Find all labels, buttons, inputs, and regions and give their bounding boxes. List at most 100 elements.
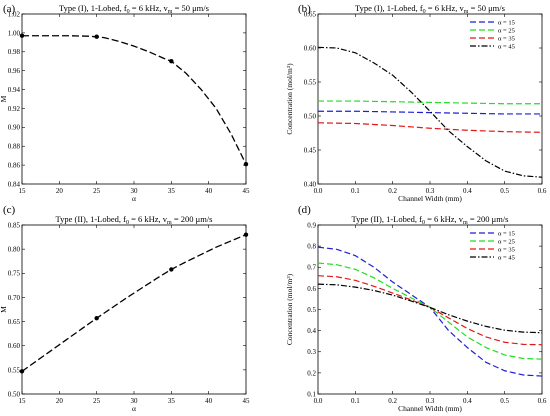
- series-line-25: [317, 262, 543, 360]
- x-axis-label-a: α: [132, 194, 136, 203]
- y-tick-label: 0.5: [307, 306, 316, 314]
- x-tick-label: 30: [131, 397, 139, 405]
- y-tick-label: 0.7: [307, 264, 316, 272]
- series-line-15: [317, 246, 543, 377]
- y-axis-label-c: M: [0, 306, 8, 313]
- data-point: [94, 34, 99, 39]
- panel-c: (c) Type (II), 1-Lobed, f0 = 6 kHz, vm = …: [0, 204, 250, 413]
- x-tick-label: 20: [56, 397, 64, 405]
- x-axis-label-b: Channel Width (mm): [398, 194, 462, 203]
- panel-label-b: (b): [298, 3, 311, 15]
- data-point: [169, 267, 174, 272]
- x-tick-label: 15: [19, 187, 27, 195]
- chart-title-a: Type (I), 1-Lobed, f0 = 6 kHz, vm = 50 μ…: [59, 3, 209, 15]
- y-tick-label: 0.65: [304, 10, 317, 18]
- y-tick-label: 0.75: [8, 270, 21, 278]
- x-tick-label: 25: [93, 397, 101, 405]
- x-tick-label: 0.0: [314, 187, 323, 195]
- legend-label-35: α = 35: [498, 246, 515, 253]
- x-tick-label: 40: [205, 397, 213, 405]
- y-tick-label: 0.8: [307, 243, 316, 251]
- x-tick-label: 0.2: [388, 187, 397, 195]
- chart-title-b: Type (I), 1-Lobed, f0 = 6 kHz, vm = 50 μ…: [355, 3, 505, 15]
- x-tick-label: 45: [243, 397, 251, 405]
- x-tick-label: 15: [19, 397, 27, 405]
- x-tick-label: 0.2: [388, 397, 397, 405]
- legend-label-35: α = 35: [498, 35, 515, 42]
- panel-label-a: (a): [3, 3, 16, 15]
- y-tick-label: 1.02: [8, 10, 21, 18]
- x-tick-label: 0.1: [351, 397, 360, 405]
- x-tick-label: 35: [168, 397, 176, 405]
- x-tick-label: 30: [131, 187, 139, 195]
- y-tick-label: 0.4: [307, 327, 316, 335]
- y-axis-label-a: M: [0, 95, 8, 102]
- x-tick-label: 0.3: [426, 187, 435, 195]
- y-tick-label: 0.92: [8, 105, 21, 113]
- panel-a: (a) Type (I), 1-Lobed, f0 = 6 kHz, vm = 5…: [0, 3, 250, 203]
- y-tick-label: 0.65: [8, 318, 21, 326]
- y-tick-label: 0.96: [8, 67, 21, 75]
- y-axis-label-b: Concentration (mol/m³): [285, 63, 294, 135]
- plot-frame-c: [21, 224, 247, 395]
- y-tick-label: 0.55: [8, 366, 21, 374]
- y-tick-label: 0.1: [307, 390, 316, 398]
- x-tick-label: 40: [205, 187, 213, 195]
- data-point: [19, 33, 25, 38]
- legend-label-15: α = 15: [498, 19, 515, 26]
- y-tick-label: 1.00: [8, 29, 21, 37]
- x-tick-label: 25: [93, 187, 101, 195]
- y-tick-label: 0.84: [8, 180, 21, 188]
- x-tick-label: 45: [243, 187, 251, 195]
- y-tick-label: 0.2: [307, 369, 316, 377]
- x-tick-label: 35: [168, 187, 176, 195]
- series-line-45: [317, 46, 543, 178]
- y-tick-label: 0.98: [8, 48, 21, 56]
- y-tick-label: 0.85: [8, 221, 21, 229]
- y-tick-label: 0.9: [307, 221, 316, 229]
- y-tick-label: 0.3: [307, 348, 316, 356]
- x-axis-label-c: α: [132, 404, 136, 413]
- panel-d: (d) Type (II), 1-Lobed, f0 = 6 kHz, vm = …: [285, 204, 547, 413]
- y-tick-label: 0.88: [8, 143, 21, 151]
- y-tick-label: 0.50: [8, 390, 21, 398]
- y-tick-label: 0.55: [304, 78, 317, 86]
- y-tick-label: 0.86: [8, 162, 21, 170]
- plot-frame-a: [21, 13, 247, 185]
- x-tick-label: 0.6: [538, 397, 547, 405]
- series-line-35: [317, 122, 543, 133]
- data-point: [243, 232, 249, 237]
- panel-label-c: (c): [3, 204, 16, 216]
- series-line-15: [318, 110, 542, 115]
- panel-b: (b) Type (I), 1-Lobed, f0 = 6 kHz, vm = 5…: [285, 3, 547, 203]
- y-tick-label: 0.94: [8, 86, 21, 94]
- y-tick-label: 0.70: [8, 294, 21, 302]
- x-tick-label: 0.5: [500, 397, 509, 405]
- y-tick-label: 0.60: [8, 342, 21, 350]
- x-tick-label: 0.4: [463, 187, 472, 195]
- chart-title-c: Type (II), 1-Lobed, f0 = 6 kHz, vm = 200…: [56, 214, 213, 226]
- x-tick-label: 0.6: [538, 187, 547, 195]
- chart-title-d: Type (II), 1-Lobed, f0 = 6 kHz, vm = 200…: [352, 214, 509, 226]
- legend-label-25: α = 25: [498, 238, 515, 245]
- y-tick-label: 0.50: [304, 112, 317, 120]
- y-tick-label: 0.45: [304, 146, 317, 154]
- legend-label-25: α = 25: [498, 27, 515, 34]
- legend-label-15: α = 15: [498, 230, 515, 237]
- x-tick-label: 0.1: [351, 187, 360, 195]
- data-point: [94, 315, 99, 321]
- y-axis-label-d: Concentration (mol/m³): [285, 273, 294, 345]
- series-line-45: [317, 283, 543, 334]
- data-point: [19, 369, 25, 374]
- y-tick-label: 0.6: [307, 285, 316, 293]
- data-point: [169, 59, 174, 64]
- series-line-35: [317, 275, 543, 346]
- x-tick-label: 0.3: [426, 397, 435, 405]
- y-tick-label: 0.90: [8, 124, 21, 132]
- legend-label-45: α = 45: [498, 254, 515, 261]
- data-point: [243, 161, 249, 167]
- x-tick-label: 20: [56, 187, 64, 195]
- x-axis-label-d: Channel Width (mm): [398, 404, 462, 413]
- data-line-a: [22, 35, 247, 165]
- x-tick-label: 0.0: [314, 397, 323, 405]
